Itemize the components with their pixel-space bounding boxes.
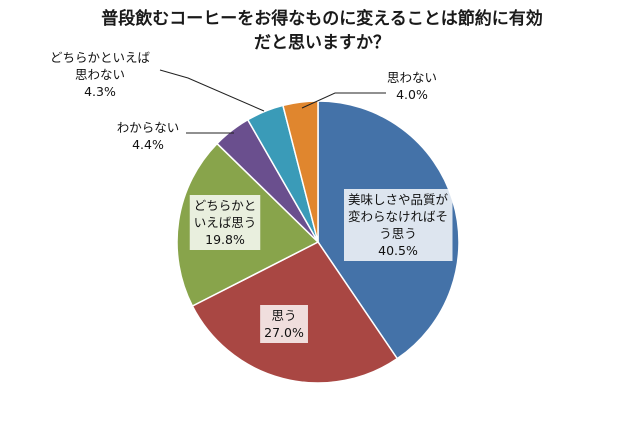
slice-label-line-dont-know: わからない xyxy=(117,120,180,135)
slice-label-dont-know: わからない 4.4% xyxy=(117,120,180,152)
slice-labels: 美味しさや品質が変わらなければそう思う40.5%思う27.0%どちらかといえば思… xyxy=(50,50,453,343)
leader-line-rather-no xyxy=(159,69,265,112)
slice-value-no: 4.0% xyxy=(396,87,428,102)
slice-label-line-no: 思わない xyxy=(387,70,437,85)
slice-value-taste-keeps: 40.5% xyxy=(378,243,418,258)
label-box-rather-yes xyxy=(189,195,261,250)
slice-label-line-rather-yes: いえば思う xyxy=(194,215,257,230)
chart-title-line-1: 普段飲むコーヒーをお得なものに変えることは節約に有効 xyxy=(101,8,543,29)
slice-label-no: 思わない 4.0% xyxy=(387,70,437,102)
slice-value-yes: 27.0% xyxy=(264,325,304,340)
slice-label-line-rather-no: どちらかといえば xyxy=(50,50,151,65)
slice-label-line-rather-no: 思わない xyxy=(75,67,125,82)
leader-line-no xyxy=(301,92,386,109)
slice-label-line-yes: 思う xyxy=(271,308,296,323)
label-box-taste-keeps xyxy=(343,189,453,261)
slice-label-line-taste-keeps: う思う xyxy=(379,226,417,241)
slice-label-line-taste-keeps: 美味しさや品質が xyxy=(348,192,449,207)
slice-value-rather-yes: 19.8% xyxy=(205,232,245,247)
slice-value-dont-know: 4.4% xyxy=(132,137,164,152)
label-box-yes xyxy=(260,305,308,343)
slice-value-rather-no: 4.3% xyxy=(84,84,116,99)
slice-label-yes: 思う 27.0% xyxy=(260,305,308,343)
leader-lines xyxy=(159,69,386,134)
slice-label-line-taste-keeps: 変わらなければそ xyxy=(348,209,448,224)
chart-title-line-2: だと思いますか？ xyxy=(254,33,390,53)
slice-label-line-rather-yes: どちらかと xyxy=(194,198,257,213)
